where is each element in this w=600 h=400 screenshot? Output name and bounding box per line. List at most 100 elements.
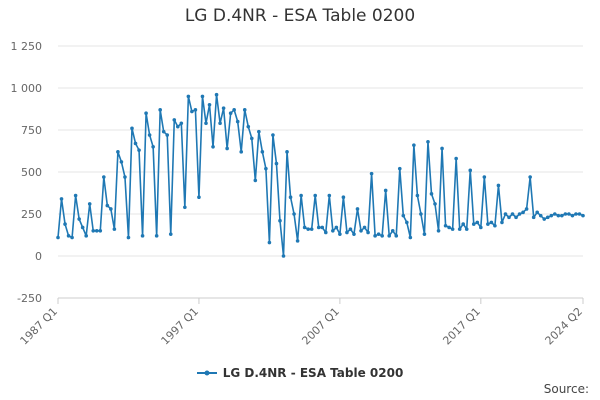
data-point (443, 223, 448, 228)
data-point (390, 229, 395, 233)
data-point (320, 225, 325, 230)
data-point (482, 175, 487, 179)
data-point (514, 215, 518, 220)
x-tick-label: 2007 Q1 (299, 305, 342, 348)
data-point (313, 193, 318, 198)
data-point (66, 234, 71, 238)
data-point (369, 171, 374, 176)
data-point (545, 215, 550, 220)
data-point (524, 207, 529, 211)
data-point (510, 212, 515, 216)
data-point (144, 111, 148, 115)
data-point (158, 108, 162, 112)
data-point (278, 218, 282, 223)
data-point (59, 197, 64, 201)
data-point (87, 202, 92, 206)
data-point (401, 213, 406, 218)
x-tick-label: 2017 Q1 (440, 305, 483, 348)
data-point (327, 193, 332, 198)
legend-line-marker-icon (196, 370, 217, 376)
data-point (535, 210, 539, 215)
data-point (528, 175, 532, 179)
x-tick-label: 2024 Q2 (543, 305, 586, 348)
data-point (200, 94, 205, 99)
data-point (105, 203, 110, 208)
data-point (288, 195, 293, 199)
data-point (426, 139, 430, 144)
gridlines (58, 45, 583, 299)
data-point (348, 227, 353, 231)
data-point (267, 240, 272, 245)
data-point (570, 213, 575, 218)
data-point (306, 227, 310, 231)
data-point (394, 234, 399, 238)
data-point (397, 166, 402, 171)
data-point (91, 229, 96, 233)
data-point (538, 213, 543, 218)
data-point (133, 141, 138, 146)
data-point (489, 220, 494, 225)
data-point (461, 222, 466, 226)
data-point (218, 121, 222, 126)
data-point (542, 217, 547, 221)
legend-item[interactable]: LG D.4NR - ESA Table 0200 (196, 366, 403, 380)
data-point (204, 121, 208, 126)
data-point (359, 229, 363, 233)
data-point (415, 193, 420, 198)
data-point (408, 235, 413, 240)
y-tick-label: 1 000 (11, 82, 43, 95)
data-point (553, 212, 557, 216)
data-point (207, 103, 212, 107)
data-point (521, 210, 525, 215)
legend[interactable]: LG D.4NR - ESA Table 0200 (0, 366, 600, 381)
data-point (503, 212, 508, 216)
data-point (496, 183, 501, 188)
data-point (334, 225, 339, 230)
series-line (57, 93, 584, 257)
data-point (249, 136, 254, 141)
data-point (549, 213, 554, 218)
data-point (137, 148, 141, 152)
data-point (440, 146, 444, 151)
data-point (211, 145, 215, 149)
data-point (316, 225, 321, 230)
data-point (176, 124, 180, 129)
data-point (577, 212, 582, 216)
data-point (285, 150, 289, 154)
data-point (102, 175, 106, 179)
data-point (302, 225, 307, 230)
data-point (232, 108, 236, 112)
data-point (281, 254, 286, 258)
data-point (221, 106, 226, 110)
data-point (73, 193, 78, 198)
data-point (264, 166, 268, 171)
data-point (56, 235, 60, 240)
data-point (161, 129, 166, 134)
data-point (383, 188, 388, 193)
data-point (165, 133, 170, 137)
data-point (574, 212, 578, 216)
data-point (123, 175, 127, 179)
data-point (338, 232, 342, 236)
y-tick-label: 1 250 (11, 40, 43, 53)
data-point (126, 235, 131, 240)
data-point (77, 217, 81, 221)
data-point (429, 192, 434, 196)
data-point (309, 227, 314, 231)
data-point (556, 213, 561, 218)
source-label: Source: (543, 382, 589, 396)
data-point (274, 161, 279, 166)
data-point (225, 146, 229, 151)
data-point (475, 220, 480, 225)
axes (57, 297, 584, 304)
data-point (352, 232, 356, 236)
data-point (560, 213, 564, 218)
data-point (271, 133, 275, 137)
y-tick-labels: -250 0 250 500 750 1 000 1 250 (11, 40, 43, 305)
data-point (292, 212, 296, 216)
data-point (447, 225, 451, 230)
data-point (214, 92, 219, 97)
data-point (130, 126, 134, 131)
data-point (239, 150, 244, 154)
x-tick-label: 1987 Q1 (18, 305, 61, 348)
